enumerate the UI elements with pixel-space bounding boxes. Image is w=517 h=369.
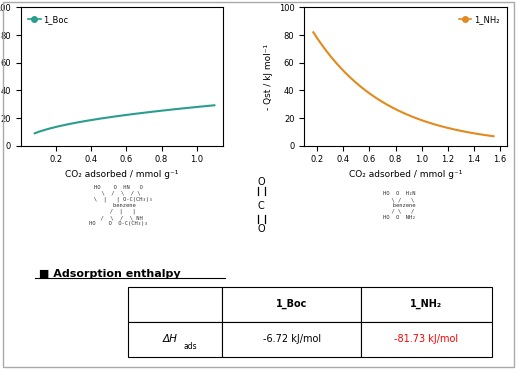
- Text: HO  O  H₂N
  \ /   \
   benzene
  / \   /
HO  O  NH₂: HO O H₂N \ / \ benzene / \ / HO O NH₂: [384, 192, 416, 220]
- Legend: 1_Boc: 1_Boc: [25, 11, 72, 27]
- Text: ΔH: ΔH: [163, 334, 177, 344]
- Text: O: O: [257, 177, 265, 187]
- Text: ads: ads: [184, 342, 197, 351]
- Text: -6.72 kJ/mol: -6.72 kJ/mol: [263, 334, 321, 344]
- FancyBboxPatch shape: [222, 287, 361, 322]
- Text: O: O: [257, 224, 265, 234]
- FancyBboxPatch shape: [128, 322, 222, 357]
- Text: 1_Boc: 1_Boc: [276, 299, 307, 309]
- X-axis label: CO₂ adsorbed / mmol g⁻¹: CO₂ adsorbed / mmol g⁻¹: [349, 170, 462, 179]
- Text: C: C: [258, 200, 265, 211]
- FancyBboxPatch shape: [361, 287, 492, 322]
- FancyBboxPatch shape: [128, 287, 222, 322]
- Text: 1_NH₂: 1_NH₂: [410, 299, 443, 309]
- Text: ■ Adsorption enthalpy: ■ Adsorption enthalpy: [35, 269, 181, 279]
- Text: -81.73 kJ/mol: -81.73 kJ/mol: [394, 334, 459, 344]
- Text: HO    O  HN   O
  \  /  \  / \
   \  |   | O-C(CH₃)₃
    benzene
   /  |   |
  /: HO O HN O \ / \ / \ \ | | O-C(CH₃)₃ benz…: [84, 185, 152, 226]
- Y-axis label: - Qst / kJ mol⁻¹: - Qst / kJ mol⁻¹: [264, 44, 273, 110]
- X-axis label: CO₂ adsorbed / mmol g⁻¹: CO₂ adsorbed / mmol g⁻¹: [65, 170, 178, 179]
- Legend: 1_NH₂: 1_NH₂: [455, 11, 503, 27]
- FancyBboxPatch shape: [222, 322, 361, 357]
- FancyBboxPatch shape: [361, 322, 492, 357]
